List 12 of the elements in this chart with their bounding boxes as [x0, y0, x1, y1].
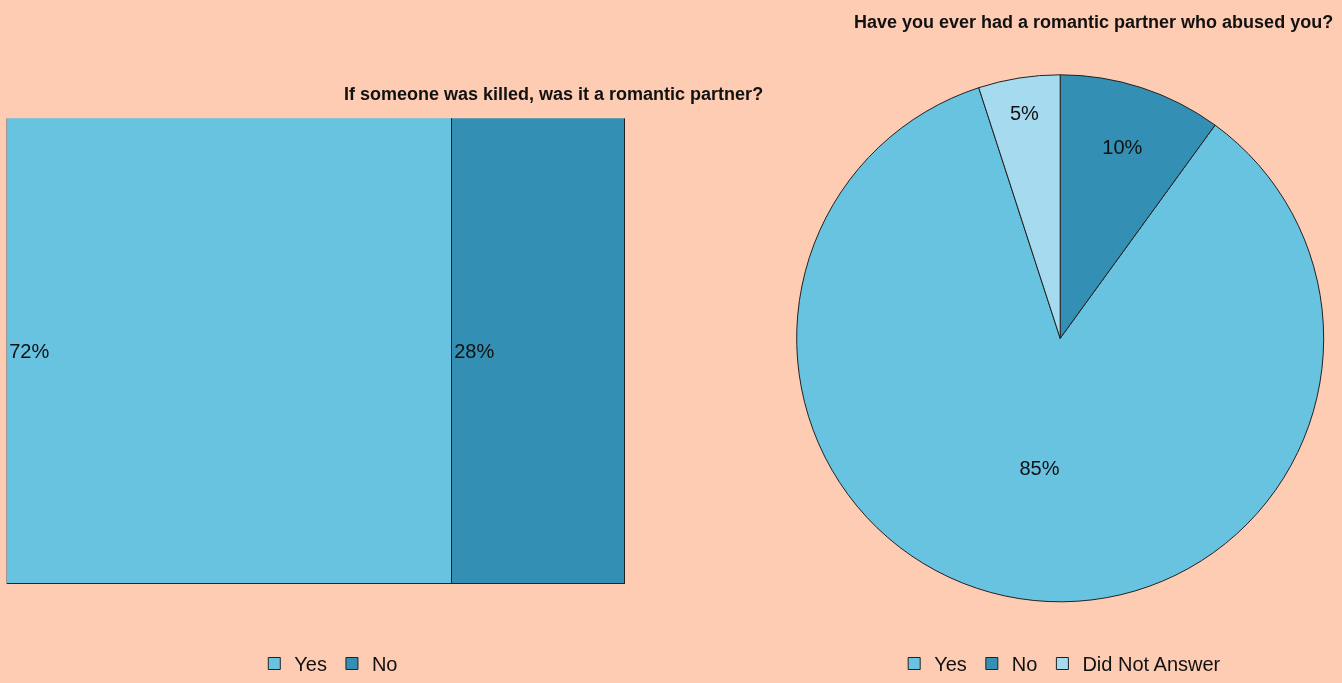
data-label: 10%	[1102, 135, 1143, 158]
chart-title: Have you ever had a romantic partner who abused you?	[854, 12, 1334, 32]
data-label: 85%	[1019, 457, 1060, 480]
legend-label: Did Not Answer	[1082, 653, 1221, 676]
legend-label: No	[1011, 653, 1038, 676]
data-label: 72%	[9, 339, 50, 362]
data-label: 5%	[1009, 102, 1040, 125]
chart-title: If someone was killed, was it a romantic partner?	[344, 84, 764, 104]
legend-label: No	[371, 653, 398, 676]
legend-label: Yes	[934, 653, 967, 676]
data-label: 28%	[454, 339, 495, 362]
legend-label: Yes	[294, 653, 327, 676]
